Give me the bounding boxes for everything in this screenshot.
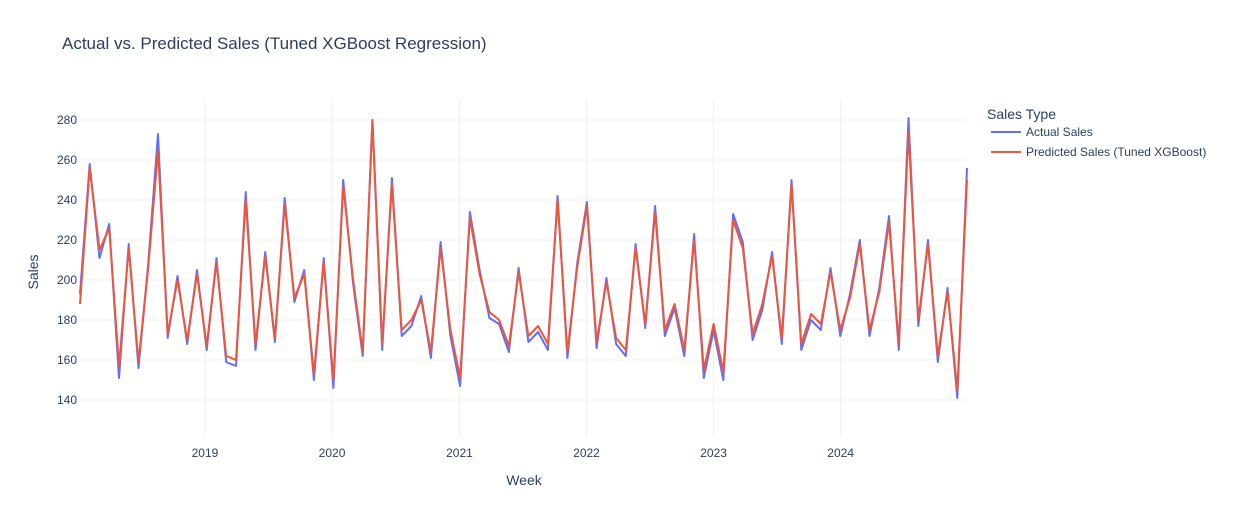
series-line-predicted bbox=[79, 119, 968, 391]
x-tick-label: 2024 bbox=[827, 446, 854, 460]
y-tick-label: 240 bbox=[57, 193, 77, 207]
y-tick-label: 160 bbox=[57, 353, 77, 367]
y-tick-label: 280 bbox=[57, 113, 77, 127]
x-tick-label: 2020 bbox=[319, 446, 346, 460]
legend-label: Predicted Sales (Tuned XGBoost) bbox=[1026, 145, 1206, 159]
legend-title: Sales Type bbox=[987, 106, 1056, 122]
y-tick-label: 220 bbox=[57, 233, 77, 247]
gridlines bbox=[80, 100, 967, 436]
x-tick-label: 2022 bbox=[573, 446, 600, 460]
x-tick-label: 2019 bbox=[192, 446, 219, 460]
legend[interactable]: Sales Type Actual Sales Predicted Sales (… bbox=[987, 106, 1206, 159]
y-tick-label: 200 bbox=[57, 273, 77, 287]
x-axis-title: Week bbox=[506, 472, 543, 488]
legend-label: Actual Sales bbox=[1026, 125, 1093, 139]
x-tick-label: 2023 bbox=[700, 446, 727, 460]
legend-item-predicted[interactable]: Predicted Sales (Tuned XGBoost) bbox=[991, 145, 1206, 159]
x-tick-labels: 2019 2020 2021 2022 2023 2024 bbox=[192, 446, 855, 460]
series-lines bbox=[79, 117, 968, 399]
chart-title: Actual vs. Predicted Sales (Tuned XGBoos… bbox=[62, 34, 487, 53]
legend-item-actual[interactable]: Actual Sales bbox=[991, 125, 1093, 139]
legend-items[interactable]: Actual Sales Predicted Sales (Tuned XGBoo… bbox=[991, 125, 1206, 159]
x-tick-label: 2021 bbox=[446, 446, 473, 460]
y-axis-title: Sales bbox=[25, 254, 41, 289]
y-tick-label: 180 bbox=[57, 313, 77, 327]
y-tick-label: 140 bbox=[57, 393, 77, 407]
y-tick-label: 260 bbox=[57, 153, 77, 167]
y-tick-labels: 140 160 180 200 220 240 260 280 bbox=[57, 113, 77, 407]
